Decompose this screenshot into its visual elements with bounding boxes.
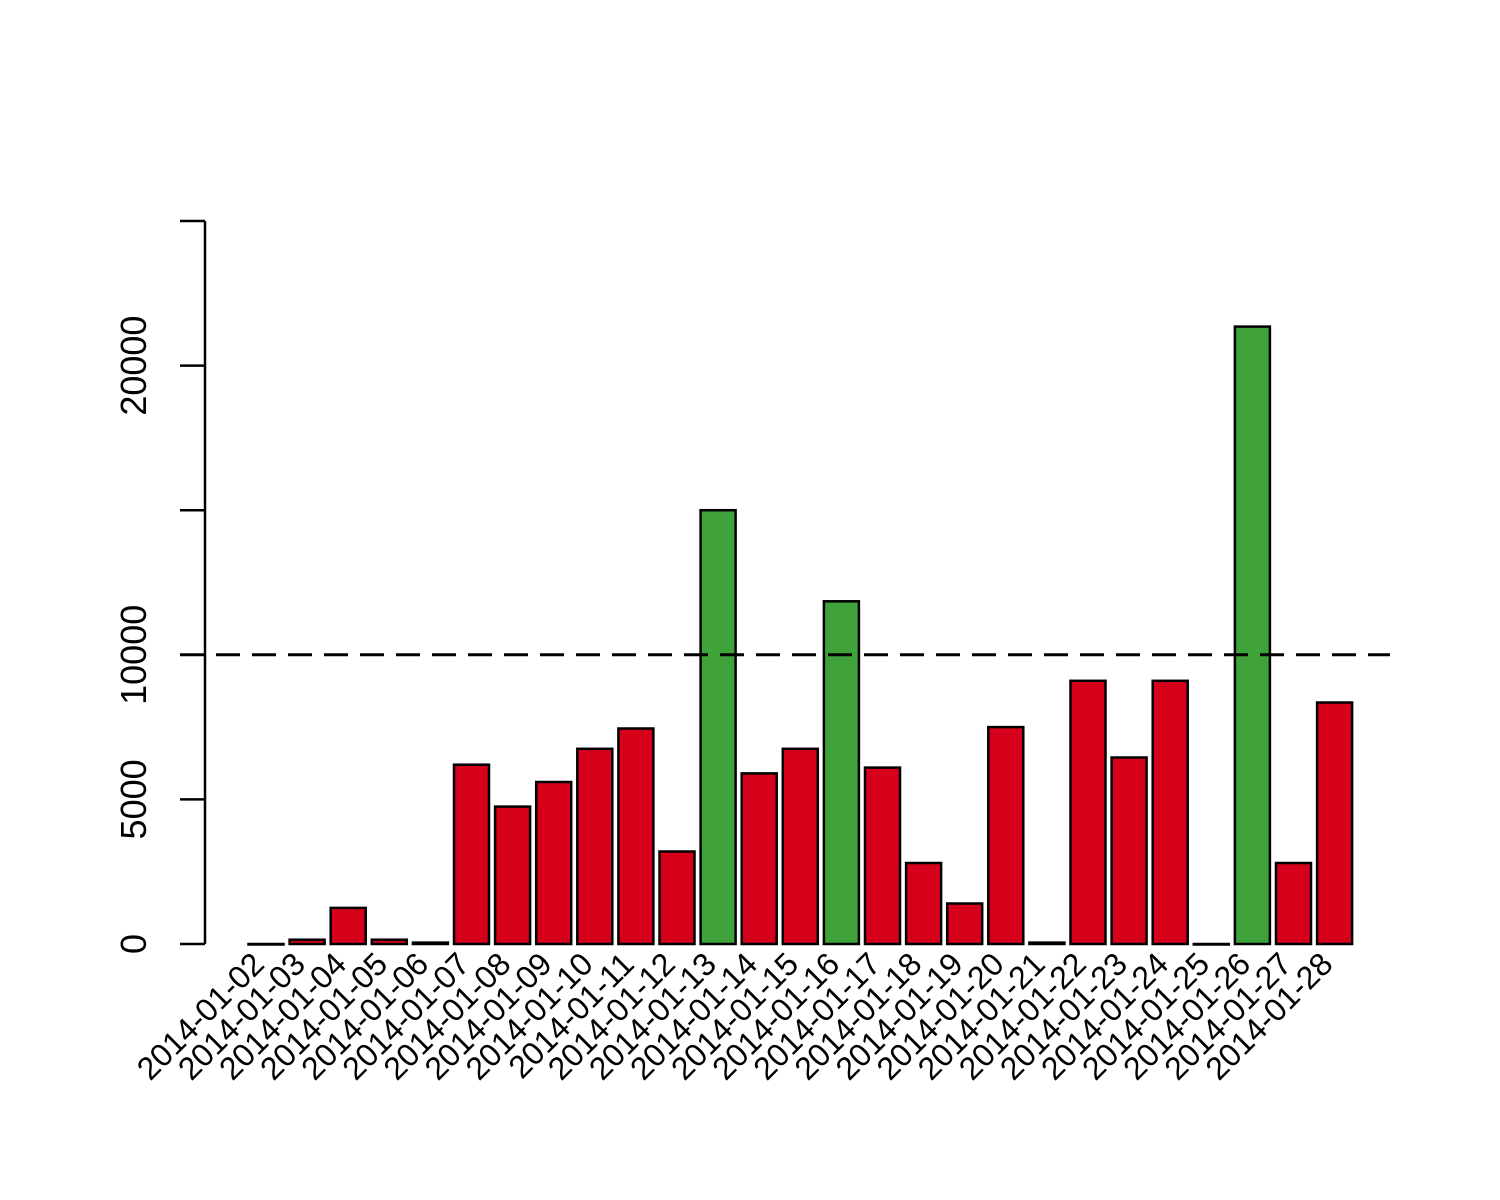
bar — [1151, 679, 1189, 946]
bar — [740, 772, 778, 946]
bar — [534, 780, 573, 946]
bar — [1192, 942, 1231, 946]
bar — [329, 906, 367, 946]
bar — [247, 942, 285, 946]
bar — [1069, 679, 1107, 946]
bar — [945, 902, 984, 946]
bar — [452, 763, 491, 946]
y-axis: 0 5000 10000 20000 — [113, 219, 207, 954]
bar — [781, 747, 820, 946]
bar — [699, 508, 737, 946]
bar — [822, 600, 861, 946]
bar — [1028, 941, 1066, 946]
bar — [1233, 325, 1272, 946]
bar — [987, 725, 1025, 946]
bar — [1315, 701, 1354, 946]
bar — [411, 941, 450, 946]
bar — [1274, 861, 1313, 946]
bar — [863, 766, 902, 946]
bars-group — [247, 325, 1354, 946]
y-tick-label: 0 — [113, 934, 154, 954]
bar — [1110, 756, 1148, 946]
bar — [658, 850, 696, 946]
bar — [576, 747, 614, 946]
y-tick-label: 20000 — [113, 316, 154, 416]
bar — [288, 938, 326, 946]
x-axis-labels: 2014-01-022014-01-032014-01-042014-01-05… — [130, 945, 1340, 1086]
bar — [370, 938, 409, 946]
y-tick-label: 5000 — [113, 759, 154, 839]
bar — [617, 727, 655, 946]
bar — [493, 805, 532, 946]
bar — [904, 861, 943, 946]
y-tick-label: 10000 — [113, 605, 154, 705]
